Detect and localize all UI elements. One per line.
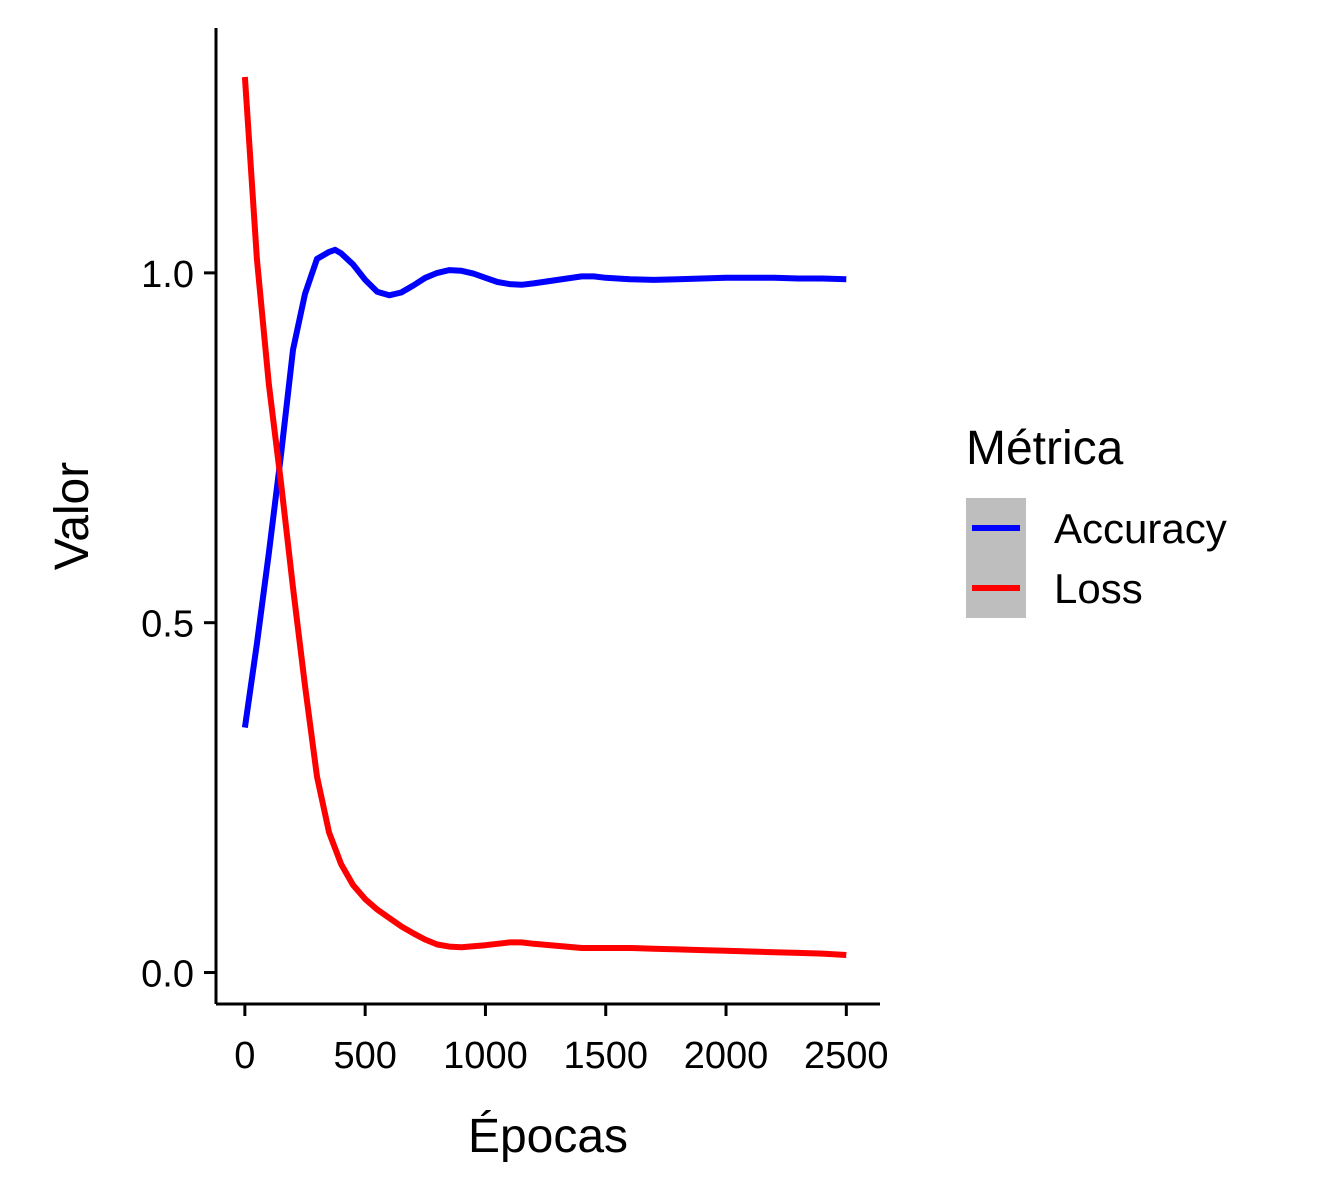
legend-key-background xyxy=(966,498,1026,618)
x-tick-label: 1000 xyxy=(443,1035,528,1077)
legend-items: Accuracy Loss xyxy=(972,505,1227,612)
x-tick-label: 2500 xyxy=(804,1035,889,1077)
y-axis-ticks: 0.0 0.5 1.0 xyxy=(141,254,216,996)
x-tick-label: 0 xyxy=(234,1035,255,1077)
y-tick-label: 1.0 xyxy=(141,254,194,296)
series-lines xyxy=(241,76,847,958)
x-tick-label: 500 xyxy=(333,1035,396,1077)
x-tick-label: 2000 xyxy=(684,1035,769,1077)
series-line-accuracy xyxy=(241,246,847,729)
legend: Métrica Accuracy Loss xyxy=(966,422,1227,618)
y-axis-title: Valor xyxy=(46,462,99,571)
x-axis-ticks: 0 500 1000 1500 2000 2500 xyxy=(234,1004,889,1077)
series-line-loss xyxy=(241,76,847,958)
y-tick-label: 0.5 xyxy=(141,604,194,646)
x-tick-label: 1500 xyxy=(563,1035,648,1077)
y-tick-label: 0.0 xyxy=(141,954,194,996)
legend-label-accuracy: Accuracy xyxy=(1054,505,1227,552)
axes: 0 500 1000 1500 2000 2500 0.0 0.5 1.0 xyxy=(141,28,889,1077)
legend-title: Métrica xyxy=(966,422,1124,475)
x-axis-title: Épocas xyxy=(468,1110,628,1163)
legend-label-loss: Loss xyxy=(1054,565,1143,612)
